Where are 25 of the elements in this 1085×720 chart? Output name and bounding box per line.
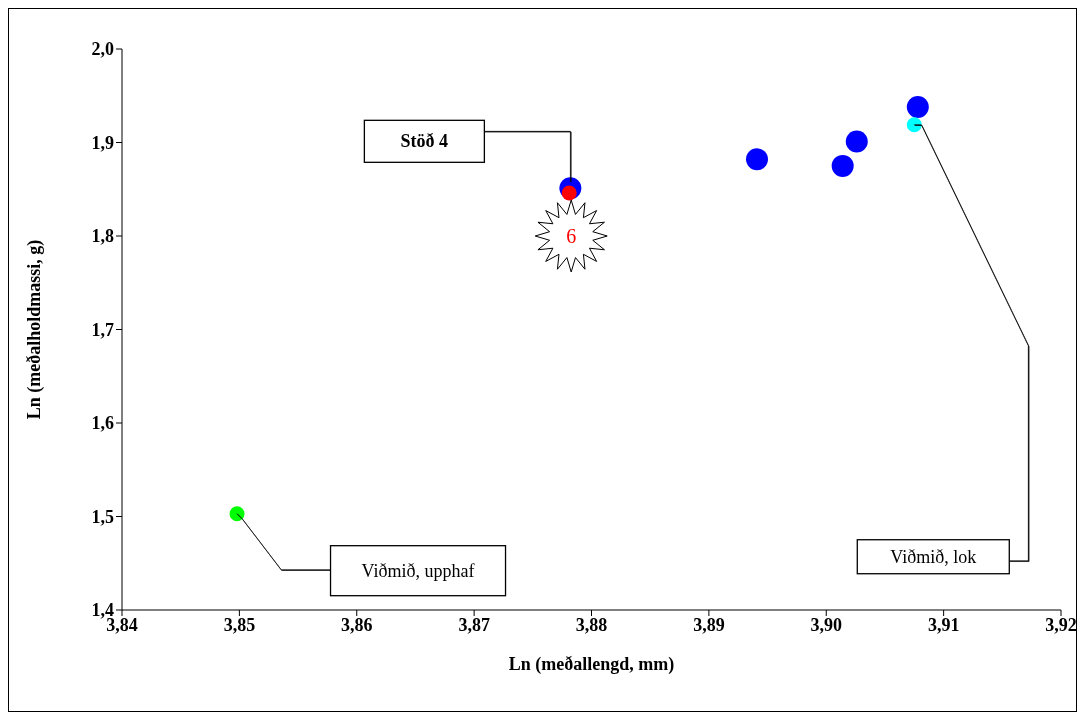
y-tick-label: 2,0 — [91, 39, 114, 60]
x-tick-label: 3,92 — [1045, 614, 1077, 635]
x-tick-label: 3,89 — [693, 614, 725, 635]
x-axis-title: Ln (meðallengd, mm) — [508, 654, 675, 675]
point — [746, 148, 768, 171]
x-tick-label: 3,87 — [458, 614, 490, 635]
point — [229, 506, 245, 522]
annotation: 6 — [566, 224, 577, 247]
x-tick-label: 3,85 — [223, 614, 256, 635]
x-tick-label: 3,88 — [575, 614, 608, 635]
point — [831, 154, 854, 177]
y-tick-label: 1,7 — [91, 319, 114, 340]
y-tick-label: 1,6 — [91, 413, 114, 434]
y-tick-label: 1,8 — [91, 226, 114, 247]
annotation: Viðmið, lok — [890, 546, 977, 567]
point — [906, 95, 929, 118]
x-tick-label: 3,91 — [927, 614, 960, 635]
y-tick-label: 1,9 — [91, 132, 114, 153]
y-tick-label: 1,5 — [91, 506, 114, 527]
annotation: Stöð 4 — [400, 131, 449, 152]
point — [845, 130, 868, 153]
x-tick-label: 3,90 — [810, 614, 842, 635]
x-tick-label: 3,86 — [341, 614, 373, 635]
y-axis-title: Ln (meðalholdmassi, g) — [24, 239, 46, 420]
annotation: Viðmið, upphaf — [361, 560, 475, 581]
